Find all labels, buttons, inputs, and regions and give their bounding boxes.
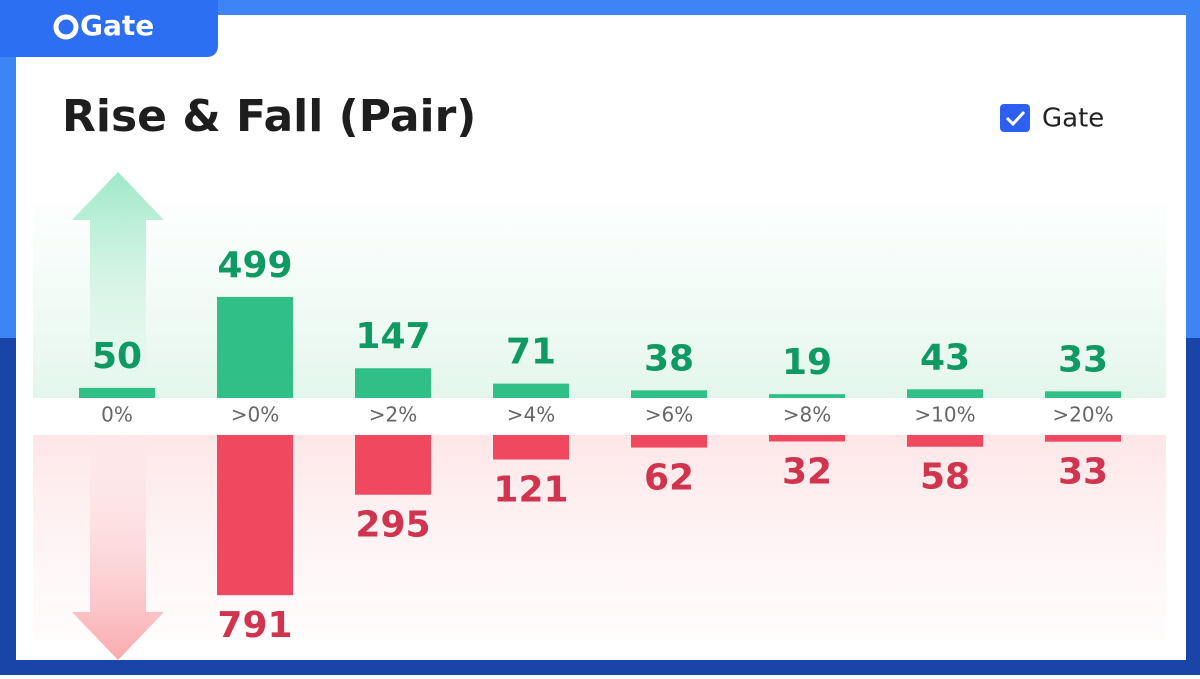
x-tick-label: 0% [101,403,133,427]
rise-bar [769,394,845,398]
value-label: 499 [217,245,292,286]
rise-bar [907,389,983,398]
fall-bar [769,435,845,442]
logo-tab [0,0,218,57]
logo-icon [53,14,79,40]
fall-arrow [72,435,164,660]
x-tick-label: >6% [645,403,694,427]
logo-text: Gate [80,9,154,42]
x-tick-label: >20% [1052,403,1113,427]
x-tick-label: >2% [369,403,418,427]
filter-label: Gate [1042,104,1104,134]
fall-bar [1045,435,1121,442]
value-label: 38 [644,338,694,379]
rise-bar [493,383,569,398]
rise-arrow [72,172,164,398]
x-tick-label: >4% [507,403,556,427]
value-label: 71 [506,332,556,373]
value-label: 58 [920,457,970,498]
x-tick-label: >10% [914,403,975,427]
check-icon [1005,110,1026,127]
fall-bar [631,435,707,448]
chart-title: Rise & Fall (Pair) [62,91,476,142]
rise-bar [1045,391,1121,398]
value-label: 33 [1058,339,1108,380]
value-label: 19 [782,342,832,383]
rise-zone [33,205,1166,398]
x-tick-label: >8% [783,403,832,427]
value-label: 33 [1058,452,1108,493]
value-label: 62 [644,458,694,499]
value-label: 121 [493,470,568,511]
fall-bar [493,435,569,460]
x-tick-label: >0% [231,403,280,427]
filter-checkbox[interactable] [1000,104,1030,132]
rise-bar [217,296,293,398]
fall-zone [33,435,1166,640]
fall-bar [907,435,983,447]
value-label: 50 [92,336,142,377]
value-label: 791 [217,605,292,646]
value-label: 147 [355,316,430,357]
rise-bar [79,387,155,398]
fall-bar [217,435,293,596]
value-label: 295 [355,505,430,546]
value-label: 32 [782,451,832,492]
value-label: 43 [920,337,970,378]
fall-bar [355,435,431,495]
rise-bar [355,368,431,398]
rise-bar [631,390,707,398]
